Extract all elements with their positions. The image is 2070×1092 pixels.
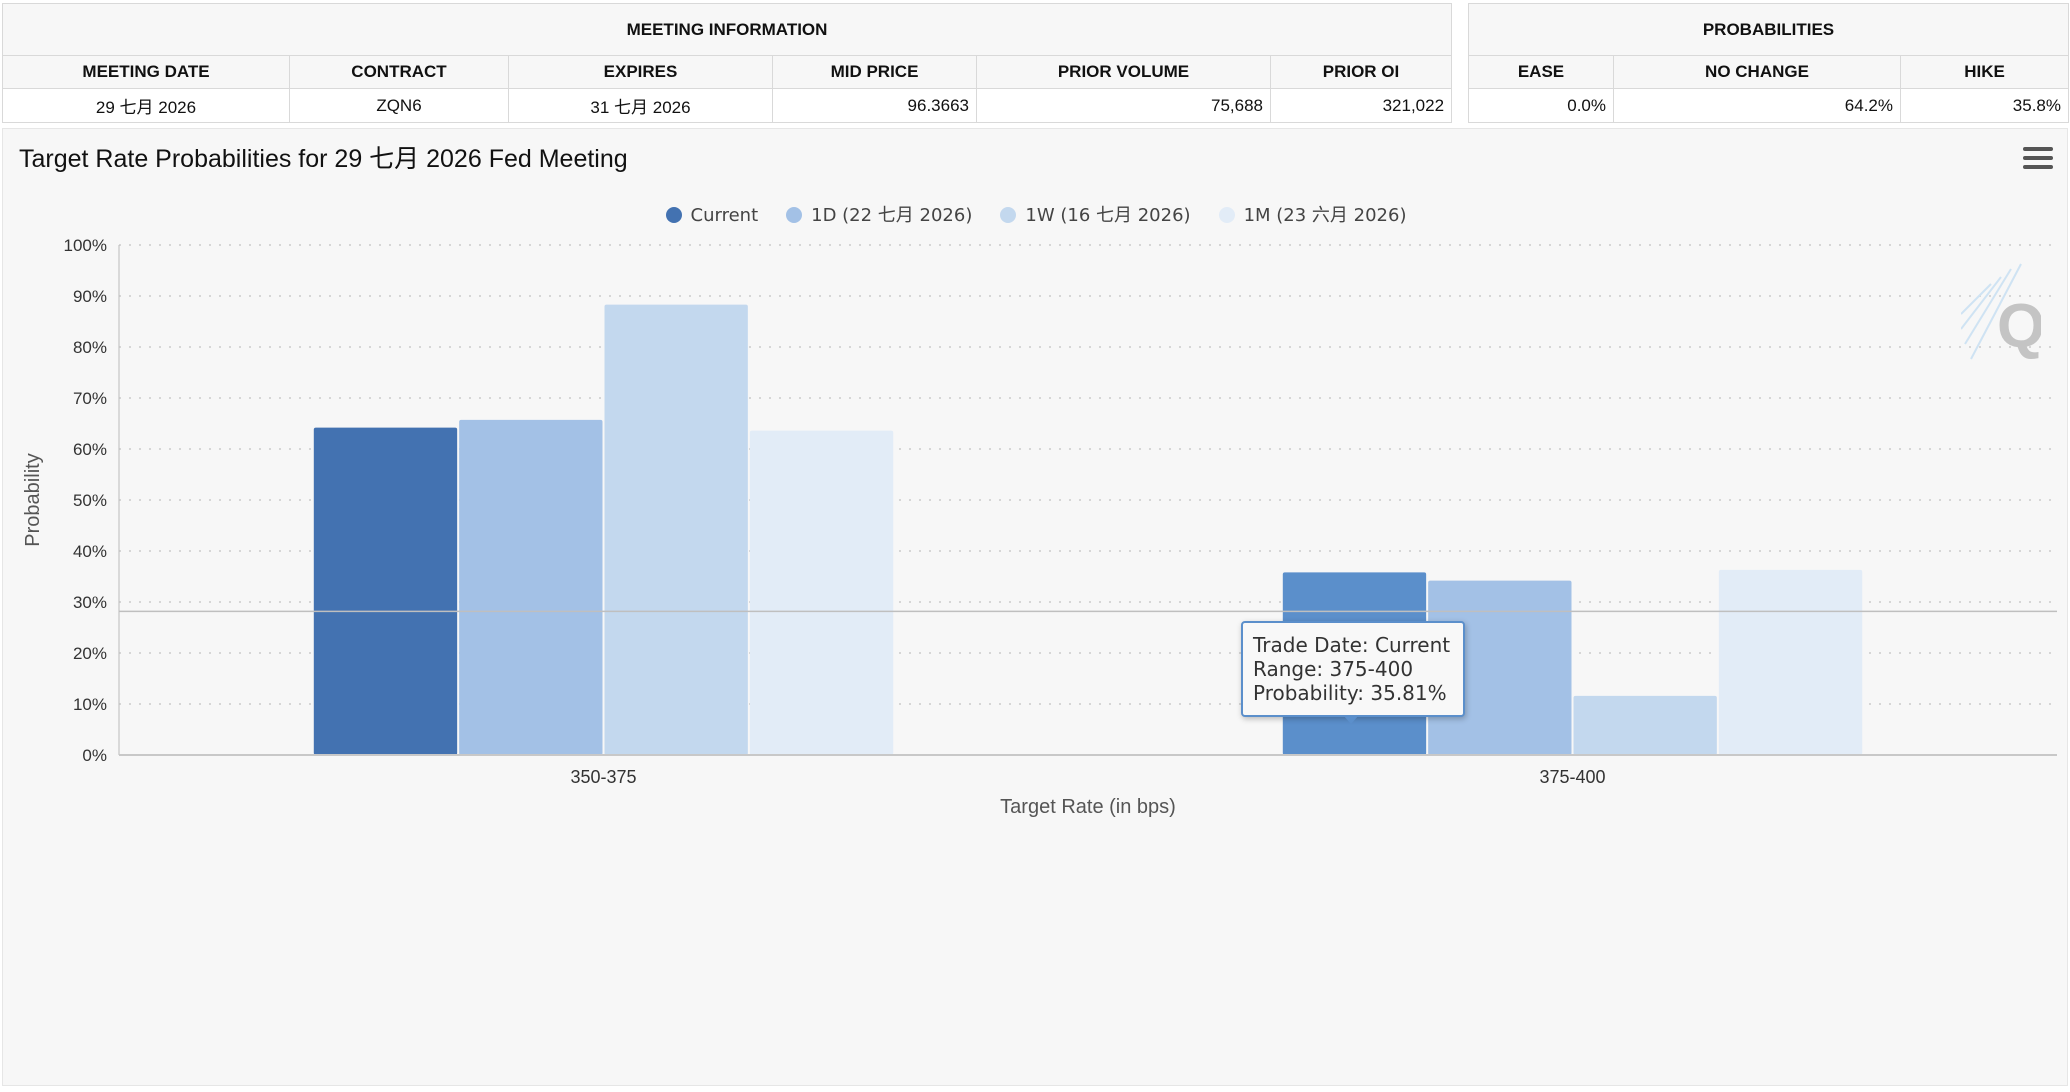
bar-2-0[interactable] [604,304,748,755]
svg-text:Q: Q [1997,292,2041,361]
y-tick-label: 80% [73,338,107,357]
bar-2-1[interactable] [1573,695,1717,755]
y-tick-label: 70% [73,389,107,408]
col-meeting-date: MEETING DATE [2,55,290,89]
chart-tooltip: Trade Date: Current Range: 375-400 Proba… [1241,621,1465,717]
legend-label: 1M (23 六月 2026) [1243,205,1407,226]
legend-label: 1W (16 七月 2026) [1025,205,1191,226]
y-tick-label: 60% [73,440,107,459]
chart-legend: Current 1D (22 七月 2026) 1W (16 七月 2026) 1M … [3,201,2069,227]
cme-q-logo-icon: Q [1961,263,2041,361]
meeting-information-header: MEETING INFORMATION [1,3,1453,56]
meeting-information-table: MEETING INFORMATION MEETING DATE CONTRAC… [1,3,1453,123]
col-prior-volume: PRIOR VOLUME [976,55,1271,89]
y-tick-label: 10% [73,695,107,714]
legend-item[interactable]: 1M (23 六月 2026) [1218,201,1407,227]
y-tick-label: 40% [73,542,107,561]
chart-title: Target Rate Probabilities for 29 七月 2026… [19,145,628,173]
x-axis-title: Target Rate (in bps) [1000,796,1176,818]
y-tick-label: 0% [82,746,107,765]
legend-item[interactable]: Current [665,205,759,226]
y-axis-title: Probability [22,453,44,546]
col-no-change: NO CHANGE [1613,55,1901,89]
hike-value: 35.8% [1900,88,2069,123]
bar-3-0[interactable] [749,430,894,755]
col-contract: CONTRACT [289,55,509,89]
col-ease: EASE [1468,55,1614,89]
x-tick-label: 375-400 [1539,767,1605,787]
x-tick-label: 350-375 [570,767,636,787]
bar-1-0[interactable] [459,419,603,755]
bar-3-1[interactable] [1718,569,1863,755]
mid-price-value: 96.3663 [772,88,977,123]
tooltip-range: Range: 375-400 [1253,657,1414,681]
legend-item[interactable]: 1W (16 七月 2026) [1000,201,1191,227]
expires-value: 31 七月 2026 [508,88,773,123]
contract-value: ZQN6 [289,88,509,123]
prior-oi-value: 321,022 [1269,88,1453,123]
ease-value: 0.0% [1468,88,1614,123]
tooltip-pointer [1343,715,1359,724]
bar-0-0[interactable] [313,427,458,755]
tooltip-trade-date: Trade Date: Current [1253,633,1451,657]
meeting-date-value: 29 七月 2026 [2,88,290,123]
table-row: 29 七月 2026 ZQN6 31 七月 2026 96.3663 75,68… [2,88,1453,123]
prior-volume-value: 75,688 [976,88,1271,123]
col-hike: HIKE [1900,55,2069,89]
col-mid-price: MID PRICE [772,55,977,89]
y-tick-label: 30% [73,593,107,612]
probabilities-table: PROBABILITIES EASE NO CHANGE HIKE 0.0% 6… [1468,3,2069,123]
y-tick-label: 90% [73,287,107,306]
legend-swatch [1000,207,1017,223]
tooltip-probability: Probability: 35.81% [1253,681,1447,705]
legend-swatch [786,207,803,223]
y-tick-label: 20% [73,644,107,663]
legend-item[interactable]: 1D (22 七月 2026) [786,201,972,227]
legend-swatch [1218,207,1235,223]
col-prior-oi: PRIOR OI [1269,55,1453,89]
bar-chart: 0% 10% 20% 30% 40% 50% 60% 70% 80% 90% 100% 350-375… [22,236,2057,818]
y-tick-label: 100% [64,236,107,255]
legend-label: 1D (22 七月 2026) [811,205,973,226]
hamburger-menu-icon[interactable] [2023,147,2053,173]
chart-panel: 0% 10% 20% 30% 40% 50% 60% 70% 80% 90% 100% 350-375… [2,128,2068,1086]
summary-tables: MEETING INFORMATION MEETING DATE CONTRAC… [0,0,2070,125]
legend-label: Current [690,205,759,226]
legend-swatch [665,207,682,223]
y-tick-label: 50% [73,491,107,510]
col-expires: EXPIRES [508,55,773,89]
table-row: 0.0% 64.2% 35.8% [1468,88,2069,123]
no-change-value: 64.2% [1613,88,1901,123]
probabilities-header: PROBABILITIES [1468,3,2069,56]
